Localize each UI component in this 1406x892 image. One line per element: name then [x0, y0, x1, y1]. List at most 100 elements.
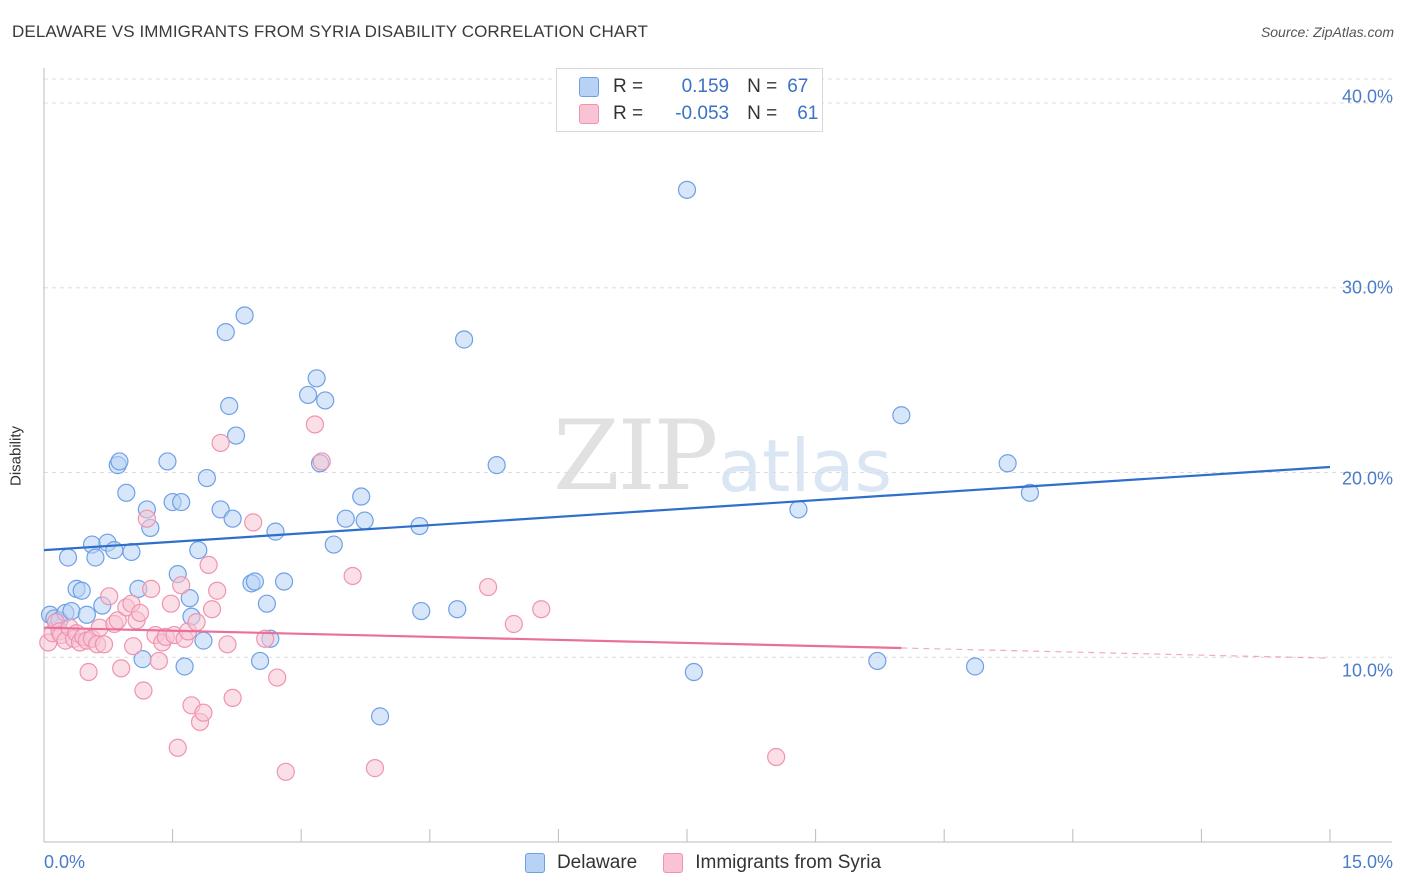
syria-point: [94, 635, 114, 654]
syria-point: [187, 613, 206, 632]
delaware-point: [454, 330, 474, 349]
syria-point: [79, 662, 98, 682]
legend-row-delaware: R = 0.159 N = 67: [579, 75, 808, 99]
delaware-point: [226, 426, 246, 445]
delaware-point: [117, 483, 136, 502]
delaware-point: [110, 452, 129, 471]
syria-point: [223, 688, 242, 707]
series-legend: Delaware Immigrants from Syria: [0, 852, 1406, 874]
x-tick-label-max: 15.0%: [1341, 852, 1393, 872]
delaware-point: [77, 605, 96, 624]
delaware-point: [307, 369, 326, 388]
delaware-point: [677, 180, 697, 199]
delaware-point: [158, 452, 177, 471]
y-tick-label-20: 20.0%: [1341, 468, 1393, 489]
grid-lines: [44, 78, 1392, 658]
legend-item-syria[interactable]: Immigrants from Syria: [663, 852, 881, 874]
delaware-trend-line: [43, 465, 1331, 552]
syria-point: [161, 594, 180, 613]
legend-r-key: R =: [613, 103, 644, 124]
syria-trend-extension: [901, 647, 1331, 659]
delaware-points: [40, 180, 1040, 726]
syria-point: [305, 415, 325, 434]
syria-point: [365, 759, 385, 778]
source-label: Source: ZipAtlas.com: [1260, 24, 1394, 40]
syria-point: [112, 659, 131, 678]
delaware-point: [298, 385, 318, 405]
delaware-point: [965, 657, 985, 676]
syria-point: [218, 635, 237, 654]
delaware-point: [175, 657, 194, 676]
syria-point: [134, 681, 153, 700]
delaware-point: [245, 572, 265, 591]
delaware-point: [274, 572, 294, 591]
delaware-point: [62, 601, 81, 621]
stats-legend: R = 0.159 N = 67 R = -0.053 N = 61: [556, 68, 823, 132]
watermark-zip: ZIP: [553, 400, 718, 512]
delaware-point: [1020, 483, 1040, 502]
delaware-point: [355, 511, 374, 530]
syria-point: [130, 603, 150, 623]
delaware-point: [336, 509, 355, 528]
legend-n-key: N =: [747, 103, 778, 124]
syria-point: [208, 581, 227, 600]
legend-swatch-syria: [663, 853, 684, 873]
legend-swatch-delaware: [579, 77, 599, 97]
x-tick-label-min: 0.0%: [44, 852, 86, 872]
delaware-point: [216, 323, 235, 342]
y-tick-label-30: 30.0%: [1341, 277, 1393, 298]
legend-swatch-delaware: [524, 853, 545, 873]
syria-point: [532, 600, 551, 619]
legend-n-value: 67: [787, 76, 809, 97]
delaware-point: [122, 542, 141, 562]
syria-points: [39, 415, 786, 781]
delaware-point: [257, 594, 277, 613]
syria-point: [312, 452, 331, 471]
syria-point: [172, 576, 191, 595]
y-tick-label-40: 40.0%: [1341, 86, 1393, 107]
syria-point: [244, 513, 263, 532]
delaware-point: [789, 500, 808, 519]
syria-point: [478, 577, 498, 597]
syria-point: [137, 509, 156, 528]
delaware-point: [316, 391, 335, 410]
legend-item-delaware[interactable]: Delaware: [524, 852, 638, 874]
delaware-point: [211, 500, 230, 519]
delaware-point: [324, 535, 343, 554]
syria-point: [767, 747, 786, 767]
syria-point: [168, 738, 187, 757]
syria-point: [194, 703, 213, 722]
syria-point: [276, 762, 295, 781]
delaware-point: [352, 487, 371, 506]
delaware-point: [58, 548, 78, 567]
legend-label-delaware: Delaware: [556, 852, 638, 873]
delaware-point: [172, 492, 191, 512]
syria-point: [202, 600, 222, 619]
legend-swatch-syria: [579, 104, 599, 124]
syria-point: [142, 579, 161, 598]
delaware-point: [370, 707, 390, 726]
syria-point: [124, 637, 143, 656]
legend-n-key: N =: [747, 76, 778, 97]
legend-r-key: R =: [613, 76, 644, 97]
delaware-point: [868, 651, 887, 671]
delaware-point: [194, 631, 213, 650]
delaware-point: [189, 541, 208, 560]
watermark-atlas: atlas: [718, 424, 892, 508]
y-tick-label-10: 10.0%: [1341, 660, 1393, 681]
delaware-point: [223, 509, 242, 528]
syria-point: [268, 668, 287, 687]
delaware-point: [197, 468, 216, 488]
trend-lines: [43, 465, 1331, 659]
syria-point: [199, 555, 218, 574]
syria-trend-line: [43, 626, 902, 650]
syria-point: [504, 614, 523, 634]
legend-r-value: -0.053: [675, 103, 730, 124]
delaware-point: [266, 522, 285, 541]
delaware-point: [684, 662, 703, 682]
delaware-point: [448, 600, 467, 619]
delaware-point: [892, 406, 911, 425]
delaware-point: [998, 454, 1017, 473]
syria-point: [211, 433, 230, 453]
